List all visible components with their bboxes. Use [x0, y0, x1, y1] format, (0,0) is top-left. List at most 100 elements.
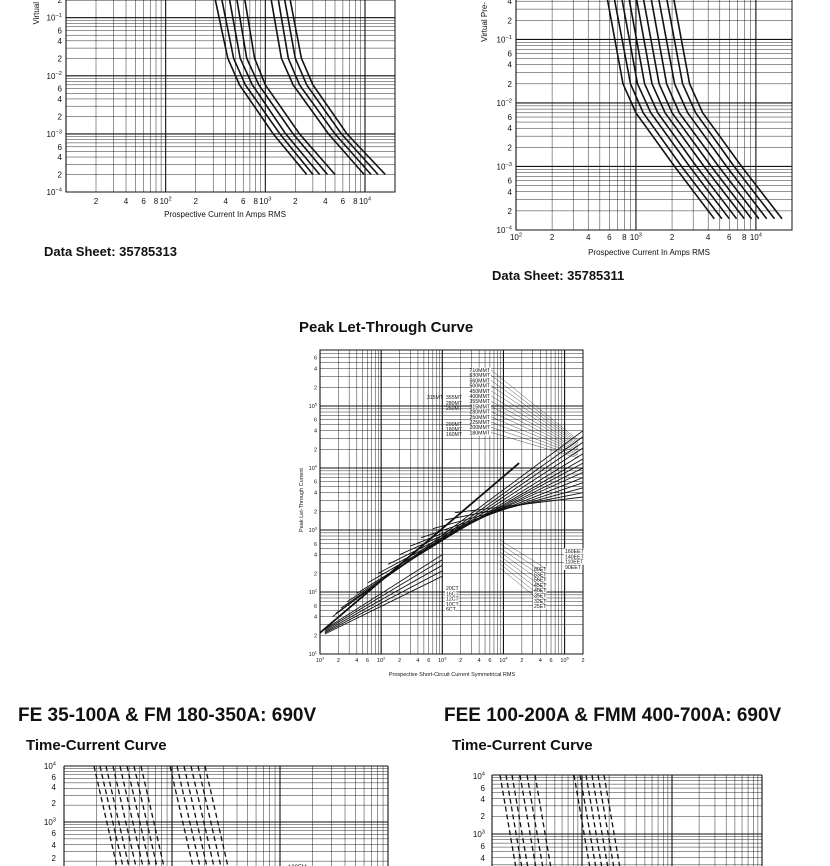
curve-label-bg: [471, 377, 491, 384]
curve-label-bg: [564, 559, 584, 565]
series-line-19: [324, 570, 443, 634]
x-tick-label: 4: [586, 233, 591, 242]
curve-label-leader: [499, 563, 547, 601]
x-tick-label: 6: [727, 233, 732, 242]
curve-label: 80ET: [534, 567, 547, 573]
curve-label: 315MT: [427, 395, 444, 401]
x-tick-label: 6: [549, 658, 552, 664]
series-line-5: [635, 0, 745, 220]
series-line-10: [673, 0, 783, 220]
y-tick-label: 2: [508, 143, 513, 152]
x-tick-label: 102: [510, 232, 522, 242]
y-tick-label: 4: [508, 124, 513, 133]
curve-label: 225MMT: [470, 420, 491, 426]
y-tick-label: 2: [481, 812, 486, 821]
curve-label: 160EET: [565, 549, 585, 555]
curve-label-leader: [490, 390, 579, 447]
curve-label-leader: [490, 385, 579, 445]
y-tick-label: 10−1: [497, 35, 512, 45]
series-line-9: [585, 774, 603, 866]
series-line-6: [534, 774, 552, 866]
curve-label: 315MMT: [470, 404, 491, 410]
x-tick-label: 2: [94, 197, 99, 206]
x-tick-label: 2: [398, 658, 401, 664]
series-line-8: [283, 0, 379, 176]
curve-label-leader: [490, 421, 579, 456]
y-tick-label: 6: [314, 604, 317, 610]
curve-label: 12CT: [446, 597, 460, 603]
curve-label-leader: [490, 380, 579, 444]
curve-label: 110EET: [565, 560, 584, 566]
x-tick-label: 4: [416, 658, 419, 664]
y-tick-label: 2: [58, 0, 63, 5]
curve-label-leader: [490, 401, 579, 450]
series-line-9: [666, 0, 776, 220]
series-line-8: [579, 774, 597, 866]
y-tick-label: 4: [314, 367, 317, 373]
y-tick-label: 2: [52, 854, 57, 863]
y-tick-label: 10−3: [497, 162, 512, 172]
series-line-9: [289, 0, 386, 176]
y-tick-label: 101: [309, 650, 317, 658]
series-line-3: [511, 774, 529, 866]
series-line-10: [591, 774, 609, 866]
series-line-1: [606, 0, 715, 220]
curve-label-leader: [499, 551, 547, 586]
x-tick-label: 4: [478, 658, 481, 664]
curve-label: 200MT: [446, 422, 463, 428]
series-line-15: [454, 496, 584, 514]
series-line-11: [183, 765, 208, 866]
curve-label-bg: [564, 548, 584, 555]
series-line-5: [526, 774, 544, 866]
curve-label: 400MMT: [470, 394, 491, 400]
bottom-right-chart: 104 6 4 2 103 6 4: [473, 771, 763, 866]
x-tick-label: 2: [293, 197, 298, 206]
curve-label: 20CT: [446, 586, 460, 592]
x-tick-label: 6: [607, 233, 612, 242]
curve-label-bg: [533, 577, 547, 583]
curve-label-bg: [471, 419, 491, 426]
curve-label: 630MMT: [470, 373, 491, 379]
x-tick-label: 8: [742, 233, 747, 242]
y-tick-label: 2: [52, 799, 57, 808]
y-tick-label: 10−4: [497, 225, 513, 235]
curve-label-bg: [471, 383, 491, 389]
y-tick-label: 4: [481, 854, 486, 863]
y-tick-label: 4: [481, 795, 486, 804]
curve-label-bg: [471, 372, 491, 379]
series-line-2: [505, 774, 523, 866]
y-tick-label: 104: [473, 771, 486, 781]
x-axis-label: Prospective Current In Amps RMS: [588, 248, 710, 257]
x-tick-label: 2: [550, 233, 555, 242]
y-tick-label: 2: [508, 80, 513, 89]
series-line-11: [597, 774, 615, 866]
series-line-14: [444, 492, 584, 521]
curve-label: 710MMT: [470, 368, 491, 374]
y-tick-label: 4: [314, 553, 317, 559]
curve-label-bg: [533, 566, 547, 573]
y-tick-label: 6: [58, 85, 63, 94]
curve-label: 90EET: [565, 565, 582, 571]
curve-label-leader: [490, 416, 579, 454]
y-tick-label: 6: [58, 143, 63, 152]
y-axis-label: Virtual Pre-: [480, 2, 489, 42]
series-line-1: [499, 774, 517, 866]
series-line-4: [519, 774, 537, 866]
curve-label-bg: [471, 367, 491, 374]
curve-label-bg: [564, 553, 584, 560]
y-tick-label: 6: [508, 113, 513, 122]
curve-label-bg: [471, 424, 491, 431]
y-tick-label: 2: [314, 447, 317, 453]
x-tick-label: 2: [670, 233, 675, 242]
bottom-right-subheading: Time-Current Curve: [452, 737, 593, 754]
series-line-4: [236, 0, 329, 176]
y-tick-label: 4: [58, 95, 63, 104]
series-line-4: [628, 0, 738, 220]
y-tick-label: 10−2: [497, 98, 512, 108]
curve-label: 32ET: [534, 599, 547, 605]
top-left-chart: 2 4 6 8 102 2 4 6 8 103 2 4 6 8 104210−164210−264210−3…: [32, 0, 396, 219]
series-line-1: [93, 765, 118, 866]
curve-label-bg: [445, 590, 459, 597]
series-line-1: [319, 462, 520, 634]
curve-label-leader: [490, 411, 579, 453]
